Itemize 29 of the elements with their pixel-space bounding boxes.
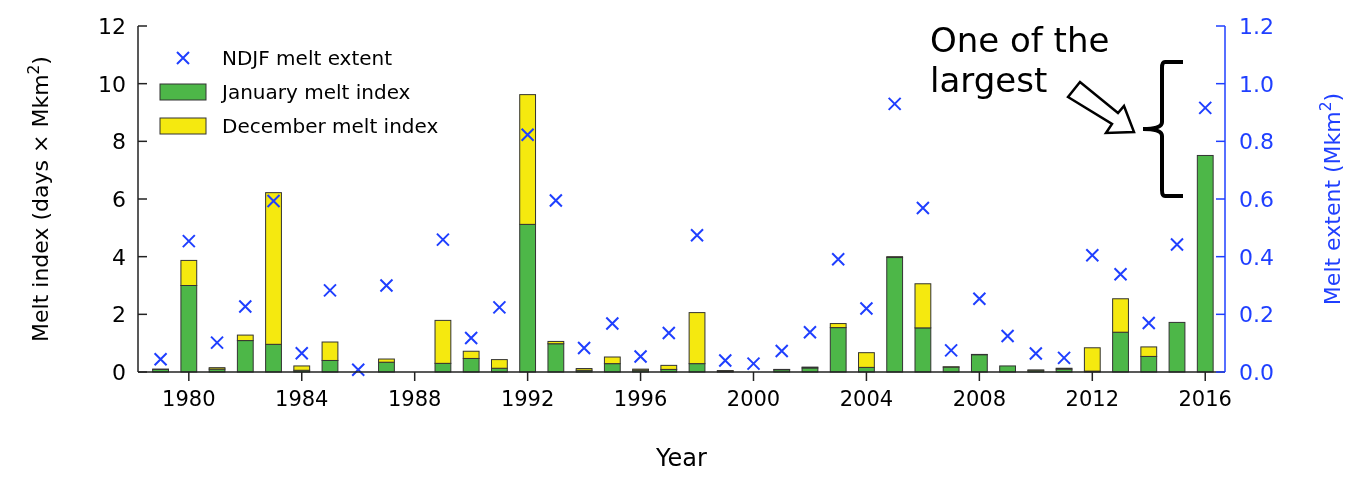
y-tick-label: 4: [112, 244, 126, 270]
y-tick-label: 6: [112, 187, 126, 212]
y-tick-label: 10: [98, 71, 126, 97]
annotation: One of the largest: [930, 20, 1110, 100]
y2-tick-label: 1.2: [1239, 14, 1274, 39]
y2-tick-label: 0.2: [1239, 302, 1274, 328]
y-tick-label: 0: [112, 360, 126, 385]
x-tick-label: 1996: [613, 387, 668, 411]
y-tick-label: 12: [98, 14, 126, 39]
y2-tick-label: 0.6: [1239, 187, 1274, 212]
x-tick-label: 1984: [275, 387, 329, 411]
x-tick-label: 2016: [1178, 387, 1232, 411]
y2-tick-label: 0.0: [1239, 360, 1274, 385]
x-axis-title: Year: [655, 444, 708, 472]
x-tick-label: 1992: [500, 387, 555, 411]
x-tick-label: 1980: [162, 387, 216, 411]
y2-tick-label: 0.8: [1239, 129, 1274, 155]
y-tick-label: 8: [112, 129, 126, 155]
y-tick-label: 2: [112, 302, 126, 328]
legend-label: NDJF melt extent: [222, 46, 393, 70]
x-tick-label: 1988: [387, 387, 442, 411]
y2-tick-label: 1.0: [1239, 71, 1274, 97]
y2-tick-label: 0.4: [1239, 244, 1274, 270]
legend-label: December melt index: [222, 114, 439, 138]
x-tick-label: 2008: [952, 387, 1007, 411]
x-tick-label: 2004: [839, 387, 894, 411]
x-tick-label: 2000: [726, 387, 781, 411]
x-tick-label: 2012: [1065, 387, 1120, 411]
legend-label: January melt index: [220, 80, 411, 104]
